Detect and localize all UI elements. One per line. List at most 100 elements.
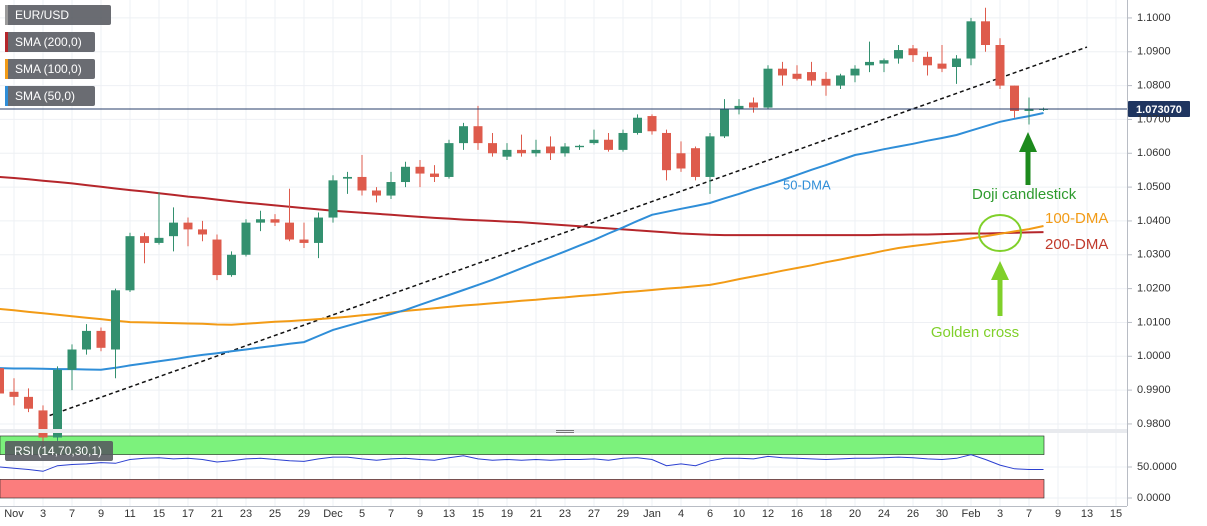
candle-body xyxy=(850,68,860,76)
rsi-line xyxy=(0,454,1044,472)
y-tick-label: 1.0900 xyxy=(1137,46,1171,58)
candle-body xyxy=(299,239,309,243)
x-tick-label: 9 xyxy=(1055,508,1061,520)
x-tick-label: 24 xyxy=(878,508,890,520)
candle-body xyxy=(676,153,686,169)
candle-body xyxy=(981,21,990,45)
legend-box xyxy=(5,5,111,25)
candle-body xyxy=(937,63,947,69)
candle-body xyxy=(444,143,454,177)
candle-body xyxy=(285,222,294,240)
candle-body xyxy=(140,236,149,243)
x-tick-label: 15 xyxy=(153,508,165,520)
y-tick-label: 1.0800 xyxy=(1137,80,1171,92)
trendline xyxy=(42,46,1088,419)
x-tick-label: 12 xyxy=(762,508,774,520)
candle-body xyxy=(836,75,845,86)
candle-body xyxy=(879,60,889,64)
candle-body xyxy=(415,166,425,174)
legend-box xyxy=(5,32,95,52)
candle-body xyxy=(0,368,4,394)
y-tick-label: 0.9900 xyxy=(1137,384,1171,396)
x-tick-label: 3 xyxy=(997,508,1003,520)
legend-label: EUR/USD xyxy=(15,8,69,22)
price-tag-label: 1.073070 xyxy=(1136,104,1182,116)
candle-body xyxy=(908,48,918,56)
sma-line xyxy=(0,176,1044,237)
x-tick-label: 23 xyxy=(559,508,571,520)
candle-body xyxy=(691,148,700,177)
legend-label: SMA (100,0) xyxy=(15,62,82,76)
candle-body xyxy=(546,146,555,154)
candle-body xyxy=(401,166,410,183)
candle-body xyxy=(894,50,903,59)
sma-line xyxy=(0,225,1044,326)
legend-swatch xyxy=(5,32,8,52)
candle-body xyxy=(386,182,396,196)
y-tick-label: 0.0000 xyxy=(1137,492,1171,504)
x-tick-label: 10 xyxy=(733,508,745,520)
candle-body xyxy=(270,219,280,223)
candle-body xyxy=(618,132,628,150)
x-tick-label: 21 xyxy=(211,508,223,520)
arrow-head xyxy=(991,261,1009,280)
x-tick-label: 9 xyxy=(417,508,423,520)
legend-swatch xyxy=(5,86,8,106)
legend-box xyxy=(5,59,95,79)
candle-body xyxy=(502,149,512,157)
x-tick-label: 17 xyxy=(182,508,194,520)
candle-body xyxy=(778,68,787,76)
candle-body xyxy=(53,369,62,438)
candle-body xyxy=(589,139,599,144)
candle-body xyxy=(995,44,1005,86)
x-tick-label: 27 xyxy=(588,508,600,520)
grid xyxy=(0,0,1127,506)
legend-label: RSI (14,70,30,1) xyxy=(14,444,102,458)
candle-body xyxy=(1010,85,1019,111)
x-tick-label: Jan xyxy=(643,508,661,520)
candle-body xyxy=(430,173,439,177)
annotation: Golden cross xyxy=(931,324,1019,341)
x-tick-label: Dec xyxy=(323,508,343,520)
legend: EUR/USD SMA (200,0) SMA (100,0) SMA (50,0) R… xyxy=(5,5,113,461)
upper-band xyxy=(0,435,1045,455)
y-tick-label: 1.1000 xyxy=(1137,12,1171,24)
candle-body xyxy=(488,143,497,154)
candle-body xyxy=(328,180,338,218)
candle-body xyxy=(662,132,671,171)
annotation: 100-DMA xyxy=(1045,210,1108,227)
candle-body xyxy=(357,176,367,191)
candle-body xyxy=(241,222,251,255)
y-tick-label: 1.0500 xyxy=(1137,181,1171,193)
candle-body xyxy=(96,330,106,348)
x-tick-label: Nov xyxy=(4,508,24,520)
candle-body xyxy=(38,410,48,438)
x-tick-label: 4 xyxy=(678,508,684,520)
x-tick-label: 13 xyxy=(1081,508,1093,520)
candle-body xyxy=(82,330,91,350)
candle-body xyxy=(517,149,526,154)
candle-body xyxy=(9,391,19,397)
plot xyxy=(0,7,1127,472)
y-tick-label: 1.0300 xyxy=(1137,249,1171,261)
x-tick-label: 20 xyxy=(849,508,861,520)
candle-body xyxy=(183,222,193,230)
candle-body xyxy=(792,73,802,79)
candle-body xyxy=(1024,109,1034,111)
x-tick-label: 21 xyxy=(530,508,542,520)
arrow-head xyxy=(1019,132,1037,152)
candle-body xyxy=(821,78,831,86)
lower-band xyxy=(0,479,1045,499)
y-tick-label: 1.0400 xyxy=(1137,215,1171,227)
candle-body xyxy=(966,21,976,59)
legend-box xyxy=(5,86,95,106)
legend-label: SMA (50,0) xyxy=(15,89,75,103)
candle-body xyxy=(198,229,207,235)
legend-swatch xyxy=(5,59,8,79)
candle-body xyxy=(560,146,570,154)
rsi-bands xyxy=(0,435,1045,499)
sma-line xyxy=(0,112,1044,371)
y-tick-label: 50.0000 xyxy=(1137,461,1177,473)
x-tick-label: 16 xyxy=(791,508,803,520)
candle-body xyxy=(473,126,483,144)
